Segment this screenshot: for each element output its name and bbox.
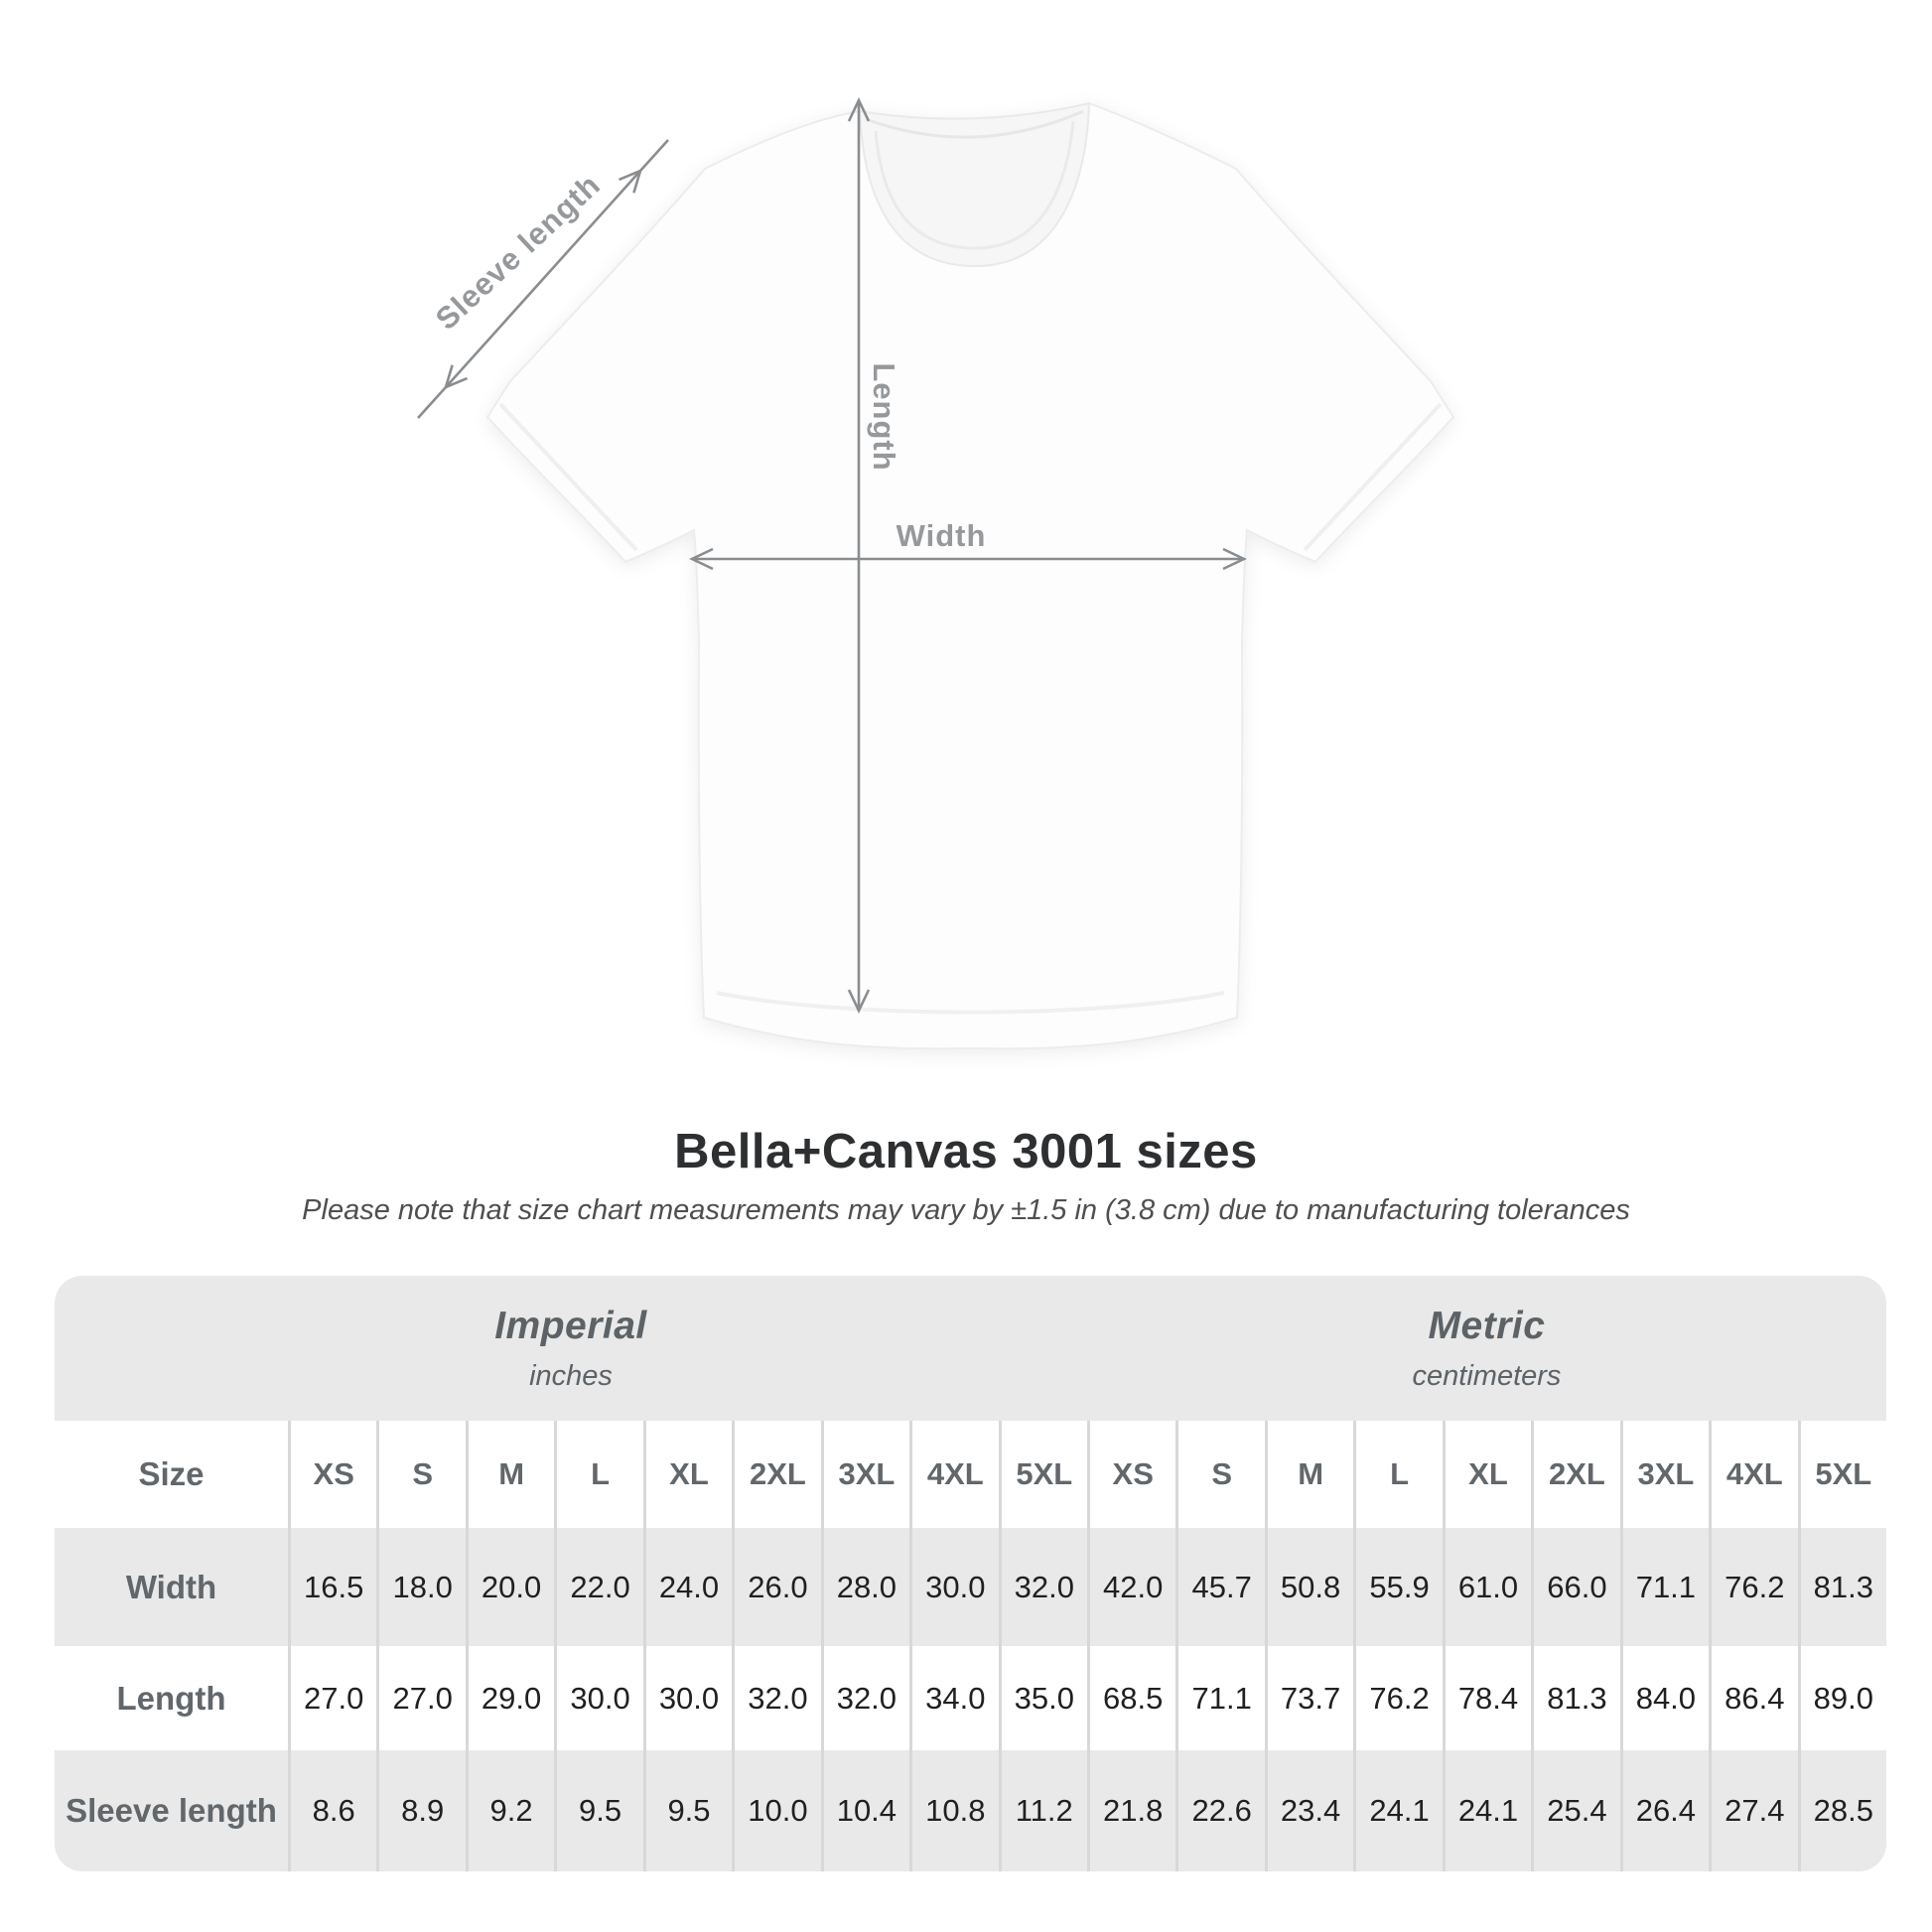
tshirt-neck-hole xyxy=(858,101,1091,268)
sleeve-length-arrow xyxy=(417,139,669,419)
cell-sleeve-length-imperial-xl: 9.5 xyxy=(642,1750,732,1871)
cell-length-imperial-5xl: 35.0 xyxy=(998,1646,1087,1750)
size-col-header-metric-2xl: 2XL xyxy=(1531,1421,1620,1528)
cell-sleeve-length-metric-m: 23.4 xyxy=(1264,1750,1353,1871)
size-col-header-metric-s: S xyxy=(1175,1421,1265,1528)
size-col-header-imperial-l: L xyxy=(554,1421,643,1528)
cell-sleeve-length-imperial-4xl: 10.8 xyxy=(909,1750,998,1871)
size-table: Imperial inches Metric centimeters Size X… xyxy=(55,1276,1886,1871)
cell-width-imperial-l: 22.0 xyxy=(554,1528,642,1646)
cell-sleeve-length-imperial-xs: 8.6 xyxy=(288,1750,376,1871)
size-col-header-imperial-4xl: 4XL xyxy=(909,1421,999,1528)
cell-length-metric-xl: 78.4 xyxy=(1442,1646,1532,1750)
row-label-length: Length xyxy=(55,1646,288,1750)
cell-width-imperial-5xl: 32.0 xyxy=(998,1528,1087,1646)
unit-group-metric: Metric centimeters xyxy=(1087,1276,1886,1421)
cell-sleeve-length-imperial-s: 8.9 xyxy=(376,1750,465,1871)
unit-group-metric-unit: centimeters xyxy=(1412,1359,1562,1392)
cell-width-imperial-s: 18.0 xyxy=(376,1528,465,1646)
cell-width-metric-4xl: 76.2 xyxy=(1709,1528,1797,1646)
cell-width-metric-3xl: 71.1 xyxy=(1619,1528,1709,1646)
width-label: Width xyxy=(896,518,987,553)
cell-sleeve-length-metric-4xl: 27.4 xyxy=(1709,1750,1797,1871)
size-col-header-metric-4xl: 4XL xyxy=(1709,1421,1798,1528)
size-col-header-imperial-2xl: 2XL xyxy=(732,1421,821,1528)
unit-group-imperial-unit: inches xyxy=(529,1359,613,1392)
size-col-header-imperial-s: S xyxy=(376,1421,466,1528)
length-label: Length xyxy=(867,362,901,472)
unit-group-metric-title: Metric xyxy=(1428,1304,1546,1347)
cell-sleeve-length-imperial-3xl: 10.4 xyxy=(820,1750,909,1871)
row-label-width: Width xyxy=(125,1568,217,1605)
tshirt-illustration xyxy=(485,101,1455,1050)
size-corner-header: Size xyxy=(55,1421,288,1528)
cell-width-metric-xl: 61.0 xyxy=(1442,1528,1531,1646)
size-col-header-imperial-m: M xyxy=(465,1421,555,1528)
cell-width-metric-m: 50.8 xyxy=(1264,1528,1353,1646)
cell-width-imperial-3xl: 28.0 xyxy=(820,1528,909,1646)
unit-group-imperial-title: Imperial xyxy=(494,1304,647,1347)
cell-width-imperial-xs: 16.5 xyxy=(288,1528,376,1646)
tshirt-right-cuff-fold xyxy=(1303,402,1443,552)
cell-sleeve-length-imperial-m: 9.2 xyxy=(465,1750,554,1871)
cell-length-metric-l: 76.2 xyxy=(1353,1646,1443,1750)
cell-width-imperial-2xl: 26.0 xyxy=(732,1528,820,1646)
cell-length-metric-5xl: 89.0 xyxy=(1797,1646,1886,1750)
cell-sleeve-length-metric-l: 24.1 xyxy=(1353,1750,1442,1871)
size-col-header-metric-l: L xyxy=(1353,1421,1443,1528)
cell-width-metric-l: 55.9 xyxy=(1353,1528,1442,1646)
cell-width-metric-5xl: 81.3 xyxy=(1797,1528,1886,1646)
shirt-diagram: Sleeve length Length Width xyxy=(417,0,1455,1050)
size-col-header-imperial-5xl: 5XL xyxy=(998,1421,1087,1528)
size-col-header-imperial-3xl: 3XL xyxy=(820,1421,910,1528)
cell-width-imperial-m: 20.0 xyxy=(465,1528,554,1646)
page-title: Bella+Canvas 3001 sizes xyxy=(674,1125,1258,1178)
page-subtitle: Please note that size chart measurements… xyxy=(302,1194,1630,1226)
tshirt-left-cuff-fold xyxy=(498,402,638,552)
cell-length-metric-3xl: 84.0 xyxy=(1619,1646,1710,1750)
cell-sleeve-length-metric-xl: 24.1 xyxy=(1442,1750,1531,1871)
cell-length-imperial-2xl: 32.0 xyxy=(732,1646,821,1750)
cell-width-metric-xs: 42.0 xyxy=(1086,1528,1175,1646)
shirt-diagram-svg xyxy=(417,0,1455,1050)
tshirt-collar-seam xyxy=(874,120,1075,250)
cell-length-imperial-xs: 27.0 xyxy=(288,1646,377,1750)
tshirt-collar-band xyxy=(865,109,1084,139)
row-label-sleeve-length: Sleeve length xyxy=(66,1792,277,1829)
unit-group-imperial: Imperial inches xyxy=(55,1276,1087,1421)
size-col-header-metric-3xl: 3XL xyxy=(1619,1421,1710,1528)
size-col-header-imperial-xs: XS xyxy=(288,1421,377,1528)
cell-length-imperial-m: 29.0 xyxy=(465,1646,555,1750)
cell-length-metric-xs: 68.5 xyxy=(1086,1646,1176,1750)
cell-width-metric-2xl: 66.0 xyxy=(1531,1528,1619,1646)
cell-length-metric-m: 73.7 xyxy=(1264,1646,1354,1750)
cell-sleeve-length-imperial-2xl: 10.0 xyxy=(732,1750,820,1871)
cell-length-imperial-l: 30.0 xyxy=(554,1646,643,1750)
cell-width-imperial-4xl: 30.0 xyxy=(909,1528,998,1646)
cell-length-metric-2xl: 81.3 xyxy=(1531,1646,1620,1750)
cell-sleeve-length-metric-xs: 21.8 xyxy=(1086,1750,1175,1871)
cell-sleeve-length-metric-s: 22.6 xyxy=(1175,1750,1264,1871)
cell-length-imperial-4xl: 34.0 xyxy=(909,1646,999,1750)
size-col-header-metric-xl: XL xyxy=(1442,1421,1532,1528)
cell-length-metric-4xl: 86.4 xyxy=(1709,1646,1798,1750)
cell-sleeve-length-metric-2xl: 25.4 xyxy=(1531,1750,1619,1871)
tshirt-hem-fold xyxy=(716,991,1225,1015)
cell-sleeve-length-imperial-l: 9.5 xyxy=(554,1750,642,1871)
cell-length-metric-s: 71.1 xyxy=(1175,1646,1265,1750)
size-col-header-metric-5xl: 5XL xyxy=(1797,1421,1886,1528)
size-col-header-metric-xs: XS xyxy=(1086,1421,1176,1528)
cell-sleeve-length-metric-5xl: 28.5 xyxy=(1797,1750,1886,1871)
size-col-header-imperial-xl: XL xyxy=(642,1421,733,1528)
cell-length-imperial-s: 27.0 xyxy=(376,1646,466,1750)
cell-length-imperial-3xl: 32.0 xyxy=(820,1646,910,1750)
cell-width-metric-s: 45.7 xyxy=(1175,1528,1264,1646)
cell-sleeve-length-imperial-5xl: 11.2 xyxy=(998,1750,1087,1871)
cell-sleeve-length-metric-3xl: 26.4 xyxy=(1619,1750,1709,1871)
cell-length-imperial-xl: 30.0 xyxy=(642,1646,733,1750)
size-col-header-metric-m: M xyxy=(1264,1421,1354,1528)
tshirt-body-shape xyxy=(485,101,1455,1050)
cell-width-imperial-xl: 24.0 xyxy=(642,1528,732,1646)
